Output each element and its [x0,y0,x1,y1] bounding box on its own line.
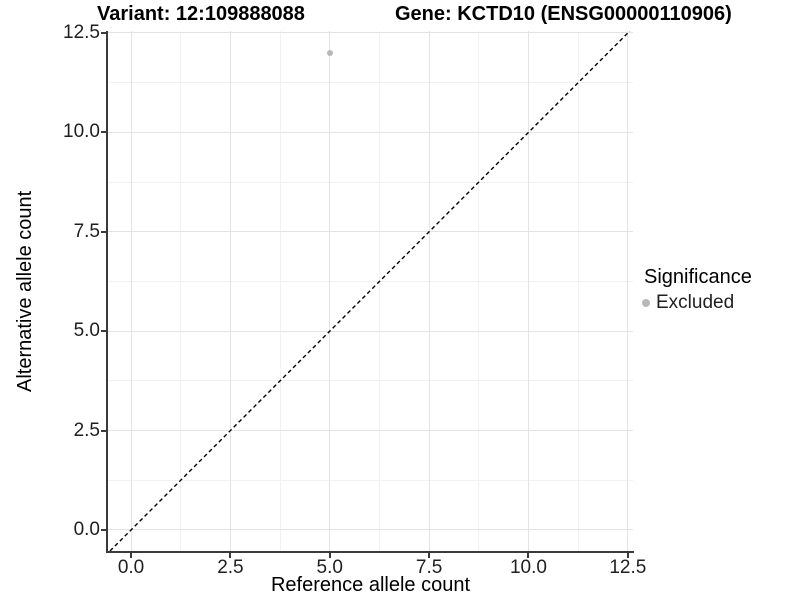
x-axis-tick [626,553,629,558]
minor-gridline-vertical [577,31,579,551]
minor-gridline-horizontal [108,82,633,84]
major-gridline-horizontal [108,32,633,34]
minor-gridline-vertical [180,31,182,551]
y-axis-line [106,31,108,552]
gene-title: Gene: KCTD10 (ENSG00000110906) [395,3,732,25]
legend-title: Significance [644,266,752,288]
legend-item-label: Excluded [656,292,735,313]
plot-panel [108,31,633,551]
y-axis-tick [101,131,106,134]
x-tick-label: 7.5 [415,557,443,578]
major-gridline-horizontal [108,330,633,332]
major-gridline-vertical [130,31,132,551]
major-gridline-vertical [428,31,430,551]
major-gridline-vertical [229,31,231,551]
x-tick-label: 2.5 [217,557,244,578]
legend-item-excluded: Excluded [642,291,752,314]
major-gridline-horizontal [108,529,633,531]
minor-gridline-vertical [378,31,380,551]
identity-dashed-line [109,31,631,551]
y-tick-label: 2.5 [73,419,100,441]
major-gridline-vertical [329,31,331,551]
x-tick-label: 5.0 [316,557,343,578]
legend-point-icon [642,298,650,307]
major-gridline-vertical [627,31,629,551]
x-tick-label: 0.0 [117,557,145,578]
y-tick-label: 5.0 [73,320,100,342]
variant-title: Variant: 12:109888088 [97,3,305,25]
x-axis-tick [130,553,133,558]
legend: Significance Excluded [642,265,752,314]
y-tick-label: 0.0 [73,518,100,540]
minor-gridline-horizontal [108,380,633,382]
y-axis-tick [101,528,106,531]
x-tick-label: 12.5 [609,557,647,578]
y-tick-label: 10.0 [63,121,100,143]
y-axis-title: Alternative allele count [14,190,36,392]
minor-gridline-horizontal [108,479,633,481]
minor-gridline-horizontal [108,280,633,282]
x-axis-tick [428,553,431,558]
major-gridline-horizontal [108,131,633,133]
data-point-excluded [326,49,333,56]
minor-gridline-horizontal [108,181,633,183]
x-tick-label: 10.0 [509,557,547,578]
x-axis-tick [328,553,331,558]
major-gridline-vertical [527,31,529,551]
minor-gridline-vertical [279,31,281,551]
minor-gridline-vertical [478,31,480,551]
y-axis-tick [101,230,106,233]
y-axis-tick [101,31,106,34]
major-gridline-horizontal [108,231,633,233]
y-axis-tick [101,330,106,333]
y-tick-label: 7.5 [73,220,100,242]
y-tick-label: 12.5 [63,21,100,43]
x-axis-line [106,551,634,553]
x-axis-title: Reference allele count [270,574,470,596]
x-axis-tick [229,553,232,558]
x-axis-tick [527,553,530,558]
major-gridline-horizontal [108,430,633,432]
y-axis-tick [101,429,106,432]
